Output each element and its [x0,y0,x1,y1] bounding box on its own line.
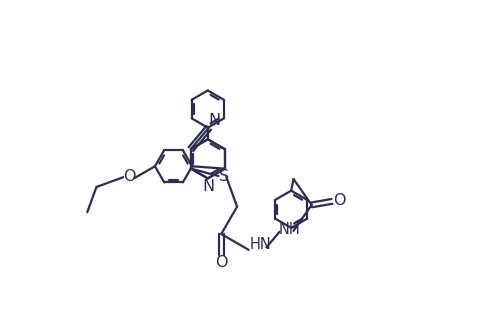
Text: S: S [219,169,229,184]
Text: N: N [202,179,214,194]
Text: O: O [215,255,227,270]
Text: N: N [209,113,221,128]
Text: HN: HN [249,237,271,252]
Text: NH: NH [279,222,301,237]
Text: O: O [334,193,346,208]
Text: O: O [123,169,136,184]
